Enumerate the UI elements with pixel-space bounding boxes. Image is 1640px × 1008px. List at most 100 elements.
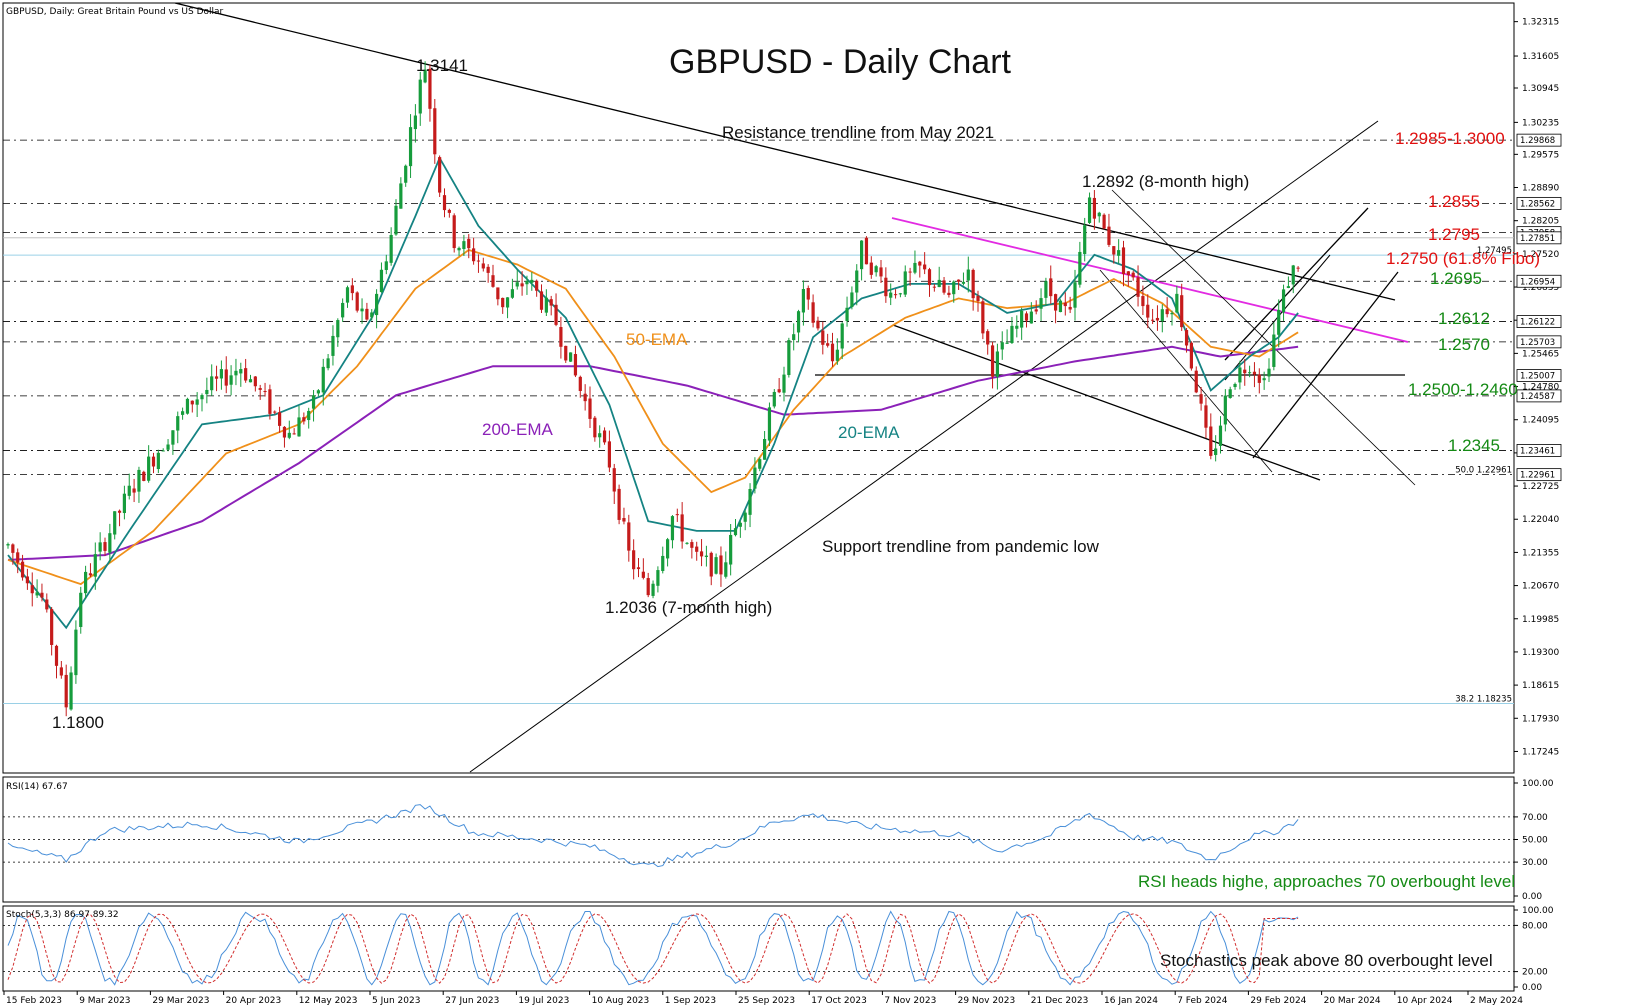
candle-body (918, 261, 922, 266)
candle-body (699, 551, 704, 557)
rsi-line (7, 804, 1299, 868)
rsi-tick-label: 70.00 (1522, 813, 1548, 823)
price-tag-box (1516, 444, 1562, 457)
candle-body (1238, 367, 1242, 383)
candle-body (20, 561, 25, 578)
candle-body (1058, 300, 1063, 313)
price-tags: 1.298681.285621.279581.278511.269541.261… (1455, 133, 1562, 705)
candle-body (16, 552, 20, 563)
candle-body (54, 645, 59, 666)
x-tick-label: 7 Nov 2023 (884, 996, 936, 1006)
candle-body (578, 376, 582, 391)
candle-body (292, 433, 296, 435)
stoch-tick-label: 80.00 (1522, 921, 1548, 931)
y-tick-label: 1.32315 (1522, 18, 1559, 28)
candle-body (1160, 309, 1164, 322)
price-tag-label: 1.28562 (1520, 199, 1555, 209)
y-tick-label: 1.30945 (1522, 84, 1559, 94)
candle-body (418, 79, 422, 114)
candle-body (947, 292, 951, 296)
y-tick-label: 1.28890 (1522, 184, 1559, 194)
candle-body (1252, 371, 1257, 375)
x-tick-label: 7 Feb 2024 (1177, 996, 1228, 1006)
support-trendline (469, 120, 1379, 773)
candle-body (1054, 294, 1058, 311)
x-tick-label: 10 Apr 2024 (1397, 996, 1453, 1006)
candle-body (6, 544, 10, 546)
candle-body (1010, 325, 1014, 343)
candle-body (709, 552, 713, 577)
rsi-annotation: RSI heads highe, approaches 70 overbough… (1138, 872, 1515, 891)
candle-body (476, 260, 481, 262)
candle-body (1194, 370, 1198, 393)
candle-body (50, 609, 54, 645)
candle-body (1170, 312, 1174, 315)
candle-body (1020, 310, 1024, 328)
candle-body (884, 277, 888, 297)
main-panel-frame (2, 2, 1515, 774)
candle-body (539, 291, 544, 310)
y-tick-label: 1.19300 (1522, 648, 1559, 658)
candle-body (879, 267, 883, 277)
candle-body (1165, 309, 1169, 315)
price-tag-box (1516, 274, 1562, 288)
stoch-d-line (7, 913, 1299, 984)
y-tick-label: 1.27520 (1522, 250, 1559, 260)
candle-body (641, 571, 645, 578)
candle-body (952, 281, 956, 295)
candle-body (375, 293, 379, 316)
candle-body (1112, 246, 1116, 255)
candle-body (937, 279, 941, 288)
x-tick-label: 1 Sep 2023 (665, 996, 716, 1006)
candle-body (787, 340, 791, 376)
candle-body (45, 599, 49, 610)
y-tick-label: 1.31605 (1522, 52, 1559, 62)
candle-body (365, 308, 369, 320)
candle-body (763, 438, 767, 460)
candle-body (166, 444, 170, 450)
candle-body (384, 261, 388, 270)
fib-label: 38.2 1.18235 (1455, 695, 1512, 705)
candle-body (442, 195, 447, 211)
lower-channel-line (892, 324, 1321, 481)
candle-body (588, 398, 592, 419)
candle-body (1155, 317, 1160, 321)
annotation-low-1-1800: 1.1800 (52, 713, 104, 732)
candle-body (675, 514, 679, 516)
candle-body (961, 281, 966, 284)
candle-body (1218, 425, 1223, 446)
candle-body (122, 493, 126, 514)
x-tick-label: 15 Feb 2023 (6, 996, 62, 1006)
candle-body (1121, 247, 1126, 275)
candle-body (1277, 309, 1281, 335)
candle-body (661, 555, 665, 572)
rsi-tick-label: 50.00 (1522, 836, 1548, 846)
candle-body (636, 567, 641, 570)
y-tick-label: 1.26835 (1522, 283, 1559, 293)
annotation-50-ema: 50-EMA (626, 330, 688, 349)
candle-body (733, 528, 738, 536)
candle-body (1151, 319, 1155, 321)
candle-body (447, 209, 451, 213)
candle-body (307, 410, 311, 421)
candle-body (234, 370, 238, 376)
candle-body (1117, 250, 1121, 256)
candle-body (898, 293, 902, 295)
candle-body (200, 395, 204, 400)
candle-body (559, 327, 563, 347)
candle-body (404, 165, 408, 183)
candle-body (273, 411, 277, 413)
candle-body (1233, 383, 1237, 388)
candle-body (923, 264, 927, 270)
candle-body (205, 389, 209, 395)
candle-body (695, 546, 699, 552)
candle-body (1272, 334, 1276, 367)
candle-body (214, 376, 219, 379)
candle-body (981, 301, 985, 334)
x-tick-label: 27 Jun 2023 (445, 996, 499, 1006)
candle-body (394, 205, 398, 235)
candle-body (156, 452, 160, 470)
annotation-high-1-3141: 1.3141 (416, 56, 468, 75)
candle-body (210, 376, 214, 391)
candle-body (472, 248, 476, 262)
